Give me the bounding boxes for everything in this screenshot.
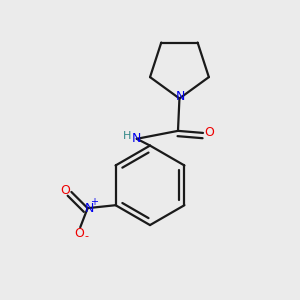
Text: H: H xyxy=(123,131,131,142)
Text: N: N xyxy=(132,132,141,145)
Text: N: N xyxy=(84,202,94,215)
Text: N: N xyxy=(176,90,186,103)
Text: +: + xyxy=(90,197,98,207)
Text: O: O xyxy=(75,227,85,240)
Text: -: - xyxy=(85,231,89,241)
Text: O: O xyxy=(205,126,214,140)
Text: O: O xyxy=(61,184,70,197)
